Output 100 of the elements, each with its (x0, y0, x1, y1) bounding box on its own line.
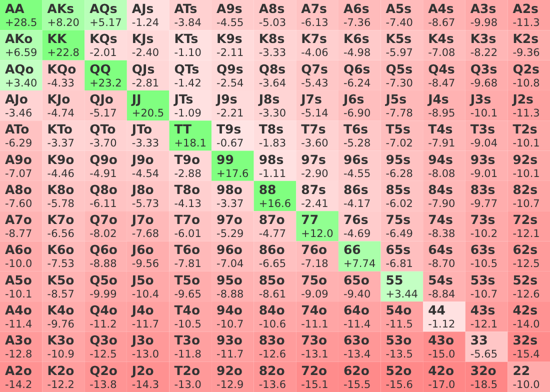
data-label: -11.3 (512, 107, 540, 120)
annotation: T2s (512, 122, 538, 137)
data-label: -9.04 (470, 138, 498, 150)
data-label: -9.36 (512, 47, 540, 60)
annotation: 99 (216, 152, 234, 167)
annotation: T8s (258, 122, 284, 137)
data-label: -2.11 (216, 47, 244, 60)
annotation: 22 (512, 362, 530, 378)
annotation: T3s (470, 122, 496, 137)
data-label: -13.5 (386, 348, 413, 361)
data-label: -3.60 (301, 138, 328, 150)
data-label: -6.24 (343, 77, 371, 90)
data-label: -4.13 (174, 198, 202, 210)
data-label: -13.4 (343, 348, 371, 361)
annotation: A4o (5, 302, 32, 318)
data-label: -5.29 (216, 228, 244, 240)
annotation: J3o (130, 332, 154, 348)
annotation: 93s (470, 152, 496, 167)
data-label: -10.2 (470, 228, 498, 240)
data-label: -5.14 (301, 107, 329, 120)
annotation: 98o (216, 182, 243, 197)
annotation: 75o (301, 272, 328, 288)
data-label: -5.17 (90, 107, 117, 120)
data-label: -10.0 (512, 378, 540, 391)
annotation: Q9o (90, 152, 118, 167)
annotation: JJ (130, 91, 142, 106)
data-label: -7.07 (5, 168, 32, 180)
annotation: 44 (428, 302, 446, 318)
annotation: T7o (174, 212, 200, 228)
data-label: -4.46 (47, 168, 75, 180)
data-label: -9.77 (470, 198, 498, 210)
annotation: Q3s (470, 61, 498, 76)
annotation: 32s (512, 332, 538, 348)
annotation: K4o (47, 302, 75, 318)
data-label: -9.40 (343, 288, 371, 300)
annotation: 72s (512, 212, 538, 228)
data-label: -8.70 (428, 258, 456, 270)
annotation: 96s (343, 152, 368, 167)
data-label: -8.88 (90, 258, 117, 270)
data-label: -7.81 (174, 258, 202, 270)
data-label: -1.83 (258, 138, 286, 150)
data-label: -4.06 (301, 47, 329, 60)
annotation: AJo (5, 91, 28, 106)
annotation: Q9s (216, 61, 244, 76)
data-label: -8.38 (428, 228, 456, 240)
data-label: -2.40 (132, 47, 160, 60)
data-label: -1.09 (174, 107, 202, 120)
annotation: 84o (258, 302, 286, 318)
data-label: -15.6 (386, 378, 414, 391)
data-label: -10.0 (5, 258, 32, 270)
annotation: A3o (5, 332, 32, 348)
data-label: -11.4 (343, 318, 371, 331)
data-label: +17.6 (216, 168, 250, 180)
annotation: 87s (301, 182, 326, 197)
annotation: T8o (174, 182, 200, 197)
annotation: Q4o (90, 302, 118, 318)
data-label: -2.81 (132, 77, 160, 90)
annotation: 97s (301, 152, 326, 167)
annotation: A5o (5, 272, 32, 288)
annotation: A7s (301, 1, 327, 16)
data-label: -12.1 (512, 228, 540, 240)
annotation: 86o (258, 242, 286, 258)
data-label: -8.67 (428, 17, 456, 29)
annotation: 53s (470, 272, 496, 288)
annotation: A6o (5, 242, 32, 258)
data-label: -3.30 (258, 107, 286, 120)
annotation: J8s (258, 91, 280, 106)
data-label: -7.18 (301, 258, 328, 270)
annotation: AKo (5, 31, 34, 46)
data-label: -11.5 (386, 318, 413, 331)
data-label: -9.65 (174, 288, 202, 300)
annotation: K5s (386, 31, 412, 46)
data-label: -11.4 (5, 318, 32, 331)
annotation: QQ (90, 61, 111, 76)
data-label: -10.5 (470, 258, 498, 270)
data-label: -5.78 (47, 198, 74, 210)
data-label: -8.88 (216, 288, 244, 300)
annotation: KJo (47, 91, 71, 106)
data-label: +5.17 (90, 17, 122, 29)
annotation: JTs (173, 91, 194, 106)
annotation: 55 (386, 272, 404, 288)
annotation: 64s (428, 242, 453, 258)
data-label: +20.5 (132, 107, 164, 120)
data-label: -14.2 (5, 378, 32, 391)
annotation: 32o (470, 362, 497, 378)
annotation: 94o (216, 302, 243, 318)
data-label: -12.6 (512, 288, 540, 300)
data-label: -2.90 (301, 168, 328, 180)
annotation: J4o (130, 302, 154, 318)
annotation: 65s (386, 242, 411, 258)
data-label: -15.0 (428, 348, 456, 361)
annotation: J6s (342, 91, 364, 106)
data-label: -9.99 (90, 288, 117, 300)
data-label: -10.7 (216, 318, 244, 331)
data-label: -7.36 (343, 17, 371, 29)
data-label: -6.49 (386, 228, 413, 240)
annotation: 74o (301, 302, 328, 318)
data-label: -13.8 (90, 378, 117, 391)
data-label: -9.68 (470, 77, 498, 90)
annotation: A4s (428, 1, 454, 16)
